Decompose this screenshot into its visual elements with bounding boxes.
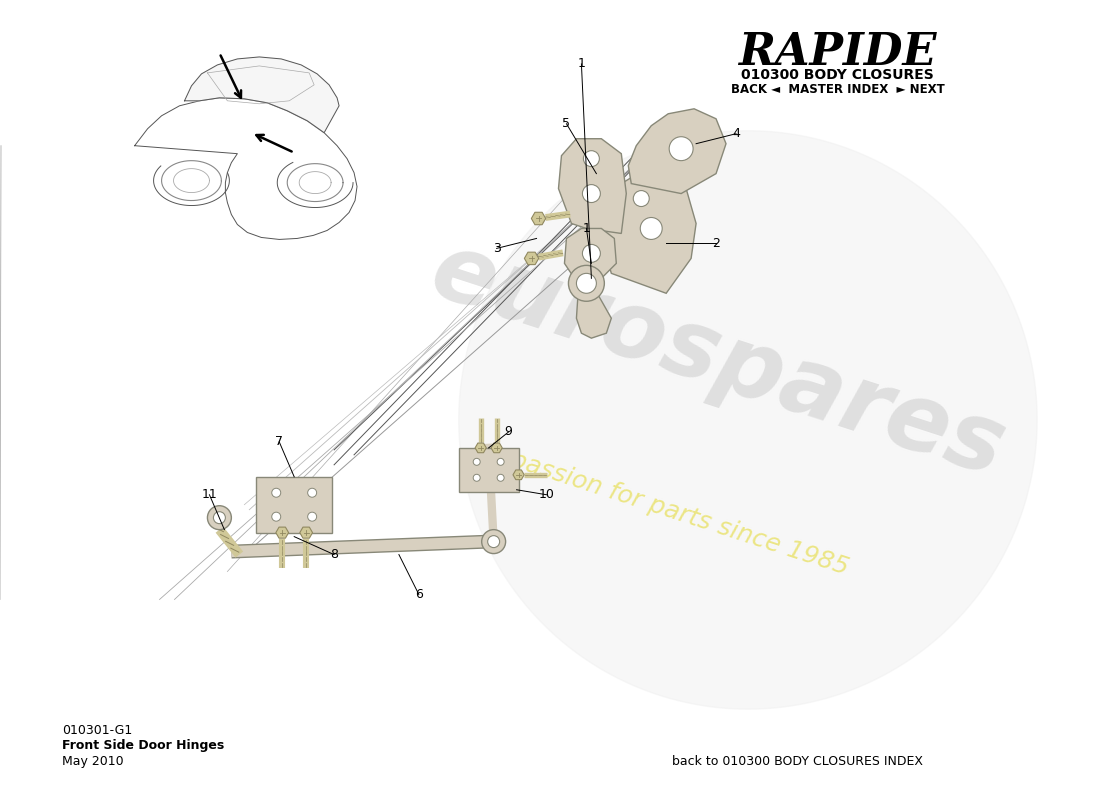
Circle shape xyxy=(213,512,226,524)
Circle shape xyxy=(473,474,481,482)
Polygon shape xyxy=(576,288,612,338)
Text: eurospares: eurospares xyxy=(420,224,1016,496)
Text: Front Side Door Hinges: Front Side Door Hinges xyxy=(62,739,224,752)
Circle shape xyxy=(208,506,231,530)
Polygon shape xyxy=(475,443,486,453)
Circle shape xyxy=(582,185,601,202)
Polygon shape xyxy=(185,57,339,133)
Text: 1: 1 xyxy=(578,58,585,70)
Circle shape xyxy=(497,474,504,482)
Circle shape xyxy=(582,245,601,262)
Polygon shape xyxy=(459,130,1037,709)
Polygon shape xyxy=(602,172,696,294)
Text: 5: 5 xyxy=(562,118,571,130)
Circle shape xyxy=(634,190,649,206)
Polygon shape xyxy=(531,212,546,225)
Polygon shape xyxy=(491,443,503,453)
Text: back to 010300 BODY CLOSURES INDEX: back to 010300 BODY CLOSURES INDEX xyxy=(672,755,923,768)
Polygon shape xyxy=(256,477,332,533)
Text: 3: 3 xyxy=(493,242,500,255)
Text: 010300 BODY CLOSURES: 010300 BODY CLOSURES xyxy=(741,68,934,82)
Circle shape xyxy=(487,536,499,547)
Circle shape xyxy=(569,266,604,302)
Polygon shape xyxy=(300,527,312,538)
Text: 1: 1 xyxy=(583,222,591,235)
Circle shape xyxy=(473,458,481,466)
Text: 2: 2 xyxy=(712,237,720,250)
Polygon shape xyxy=(628,109,726,194)
Circle shape xyxy=(482,530,506,554)
Polygon shape xyxy=(276,527,288,538)
Circle shape xyxy=(308,488,317,498)
Text: 11: 11 xyxy=(201,488,218,502)
Circle shape xyxy=(497,458,504,466)
Circle shape xyxy=(272,488,280,498)
Polygon shape xyxy=(525,252,539,265)
Text: 4: 4 xyxy=(733,127,740,140)
Text: 7: 7 xyxy=(275,435,283,448)
Circle shape xyxy=(308,512,317,521)
Text: May 2010: May 2010 xyxy=(62,755,123,768)
Text: BACK ◄  MASTER INDEX  ► NEXT: BACK ◄ MASTER INDEX ► NEXT xyxy=(730,83,945,96)
Polygon shape xyxy=(459,448,518,492)
Text: RAPIDE: RAPIDE xyxy=(738,31,937,74)
Text: 010301-G1: 010301-G1 xyxy=(62,724,132,737)
Circle shape xyxy=(669,137,693,161)
Circle shape xyxy=(576,274,596,294)
Text: 8: 8 xyxy=(330,548,338,561)
Circle shape xyxy=(640,218,662,239)
Circle shape xyxy=(583,150,600,166)
Polygon shape xyxy=(559,138,626,234)
Text: a passion for parts since 1985: a passion for parts since 1985 xyxy=(485,440,851,579)
Text: 6: 6 xyxy=(415,588,422,601)
Polygon shape xyxy=(513,470,525,480)
Text: 10: 10 xyxy=(539,488,554,502)
Text: 9: 9 xyxy=(505,426,513,438)
Polygon shape xyxy=(564,229,616,278)
Circle shape xyxy=(272,512,280,521)
